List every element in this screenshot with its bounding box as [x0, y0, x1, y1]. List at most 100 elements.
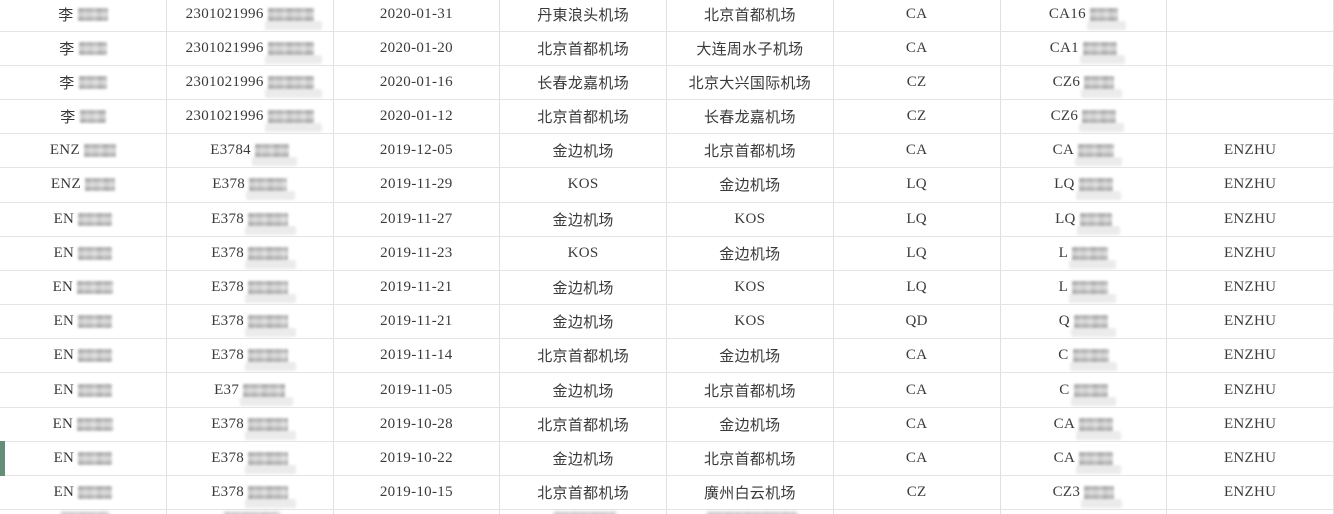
cell-flight-date[interactable]: 2019-11-23 [334, 236, 501, 270]
table-row[interactable]: 李 2301021996 2020-01-20 北京首都机场 大连周水子机场 C… [0, 31, 1334, 66]
cell-passenger-name[interactable]: EN [0, 373, 167, 407]
cell-airline-code[interactable]: CA [834, 373, 1001, 407]
table-row[interactable]: EN E37 2019-11-05 金边机场 北京首都机场 CA C ENZHU [0, 373, 1334, 408]
cell-flight-date[interactable]: 2019-10-15 [334, 476, 501, 510]
cell-airline-code[interactable]: CA [834, 0, 1001, 31]
cell-tag[interactable] [1167, 0, 1334, 31]
cell-departure-airport[interactable]: 北京首都机场 [500, 31, 667, 65]
cell-id-number[interactable]: E378 [167, 236, 334, 270]
cell-tag[interactable]: ENZHU [1167, 236, 1334, 270]
cell-departure-airport[interactable]: 金边机场 [500, 202, 667, 236]
cell-passenger-name[interactable] [0, 510, 167, 514]
cell-arrival-airport[interactable]: 廣州白云机场 [667, 476, 834, 510]
cell-passenger-name[interactable]: EN [0, 270, 167, 305]
cell-passenger-name[interactable]: EN [0, 202, 167, 236]
cell-passenger-name[interactable]: EN [0, 441, 167, 476]
cell-departure-airport[interactable]: KOS [500, 236, 667, 270]
cell-id-number[interactable]: E378 [167, 339, 334, 373]
cell-airline-code[interactable]: CA [834, 134, 1001, 168]
cell-tag[interactable] [1167, 510, 1334, 514]
cell-arrival-airport[interactable]: 金边机场 [667, 168, 834, 202]
cell-airline-code[interactable]: CZ [834, 476, 1001, 510]
cell-airline-code[interactable]: LQ [834, 236, 1001, 270]
cell-flight-number[interactable]: CA1 [1001, 31, 1168, 65]
table-row[interactable]: EN E378 2019-11-21 金边机场 KOS LQ L ENZHU [0, 270, 1334, 306]
cell-flight-date[interactable]: 2020-01-31 [334, 0, 501, 31]
cell-tag[interactable]: ENZHU [1167, 202, 1334, 236]
cell-tag[interactable]: ENZHU [1167, 168, 1334, 202]
cell-id-number[interactable]: E378 [167, 270, 334, 305]
table-row[interactable]: EN E378 2019-10-28 北京首都机场 金边机场 CA CA ENZ… [0, 407, 1334, 442]
table-row[interactable]: 李 2301021996 2020-01-16 长春龙嘉机场 北京大兴国际机场 … [0, 65, 1334, 100]
cell-arrival-airport[interactable]: 金边机场 [667, 339, 834, 373]
cell-departure-airport[interactable]: 金边机场 [500, 373, 667, 407]
cell-flight-number[interactable] [1001, 510, 1168, 514]
table-row[interactable]: ENZ E378 2019-11-29 KOS 金边机场 LQ LQ ENZHU [0, 168, 1334, 203]
cell-id-number[interactable]: E378 [167, 407, 334, 441]
cell-departure-airport[interactable]: 北京首都机场 [500, 476, 667, 510]
cell-arrival-airport[interactable] [667, 510, 834, 514]
cell-flight-number[interactable]: Q [1001, 305, 1168, 339]
cell-departure-airport[interactable]: 长春龙嘉机场 [500, 65, 667, 99]
cell-id-number[interactable]: E3784 [167, 134, 334, 168]
cell-flight-number[interactable]: CZ6 [1001, 65, 1168, 99]
cell-arrival-airport[interactable]: 金边机场 [667, 236, 834, 270]
cell-flight-number[interactable]: LQ [1001, 168, 1168, 202]
cell-flight-date[interactable]: 2019-11-14 [334, 339, 501, 373]
cell-flight-date[interactable]: 2020-01-12 [334, 99, 501, 134]
cell-flight-date[interactable]: 2020-01-20 [334, 31, 501, 65]
cell-passenger-name[interactable]: EN [0, 236, 167, 270]
cell-flight-number[interactable]: L [1001, 236, 1168, 270]
cell-flight-number[interactable]: CA16 [1001, 0, 1168, 31]
cell-departure-airport[interactable]: KOS [500, 168, 667, 202]
cell-departure-airport[interactable]: 金边机场 [500, 305, 667, 339]
cell-passenger-name[interactable]: 李 [0, 99, 167, 134]
table-row[interactable]: EN E378 2019-11-14 北京首都机场 金边机场 CA C ENZH… [0, 339, 1334, 374]
table-row[interactable]: 李 2301021996 2020-01-12 北京首都机场 长春龙嘉机场 CZ… [0, 99, 1334, 135]
cell-departure-airport[interactable]: 金边机场 [500, 441, 667, 476]
cell-airline-code[interactable]: QD [834, 305, 1001, 339]
cell-passenger-name[interactable]: EN [0, 339, 167, 373]
cell-id-number[interactable]: 2301021996 [167, 0, 334, 31]
cell-arrival-airport[interactable]: KOS [667, 270, 834, 305]
cell-id-number[interactable]: E378 [167, 476, 334, 510]
cell-flight-date[interactable]: 2019-11-21 [334, 270, 501, 305]
cell-passenger-name[interactable]: 李 [0, 65, 167, 99]
cell-passenger-name[interactable]: 李 [0, 31, 167, 65]
cell-arrival-airport[interactable]: KOS [667, 305, 834, 339]
cell-tag[interactable]: ENZHU [1167, 339, 1334, 373]
table-row[interactable]: EN E378 2019-11-23 KOS 金边机场 LQ L ENZHU [0, 236, 1334, 271]
cell-arrival-airport[interactable]: 长春龙嘉机场 [667, 99, 834, 134]
cell-flight-date[interactable]: 2019-12-05 [334, 134, 501, 168]
cell-flight-date[interactable]: 2019-11-29 [334, 168, 501, 202]
cell-airline-code[interactable]: LQ [834, 202, 1001, 236]
cell-passenger-name[interactable]: 李 [0, 0, 167, 31]
cell-flight-number[interactable]: L [1001, 270, 1168, 305]
cell-arrival-airport[interactable]: 金边机场 [667, 407, 834, 441]
cell-passenger-name[interactable]: ENZ [0, 168, 167, 202]
cell-tag[interactable]: ENZHU [1167, 270, 1334, 305]
table-row[interactable]: 李 2301021996 2020-01-31 丹東浪头机场 北京首都机场 CA… [0, 0, 1334, 32]
cell-flight-number[interactable]: CZ3 [1001, 476, 1168, 510]
table-row[interactable]: EN E378 2019-10-15 北京首都机场 廣州白云机场 CZ CZ3 … [0, 476, 1334, 511]
table-row-partial[interactable] [0, 510, 1334, 514]
cell-departure-airport[interactable]: 北京首都机场 [500, 407, 667, 441]
cell-flight-date[interactable]: 2019-11-21 [334, 305, 501, 339]
cell-id-number[interactable] [167, 510, 334, 514]
cell-flight-date[interactable]: 2020-01-16 [334, 65, 501, 99]
cell-flight-number[interactable]: LQ [1001, 202, 1168, 236]
cell-flight-date[interactable]: 2019-11-05 [334, 373, 501, 407]
cell-flight-date[interactable]: 2019-10-22 [334, 441, 501, 476]
cell-tag[interactable]: ENZHU [1167, 134, 1334, 168]
cell-id-number[interactable]: E378 [167, 202, 334, 236]
cell-flight-number[interactable]: CA [1001, 407, 1168, 441]
table-row[interactable]: EN E378 2019-10-22 金边机场 北京首都机场 CA CA ENZ… [0, 440, 1334, 477]
cell-airline-code[interactable]: CZ [834, 65, 1001, 99]
cell-departure-airport[interactable]: 丹東浪头机场 [500, 0, 667, 31]
cell-airline-code[interactable]: LQ [834, 270, 1001, 305]
cell-tag[interactable]: ENZHU [1167, 373, 1334, 407]
cell-id-number[interactable]: 2301021996 [167, 65, 334, 99]
cell-passenger-name[interactable]: ENZ [0, 134, 167, 168]
cell-airline-code[interactable]: CA [834, 407, 1001, 441]
cell-arrival-airport[interactable]: 北京首都机场 [667, 0, 834, 31]
